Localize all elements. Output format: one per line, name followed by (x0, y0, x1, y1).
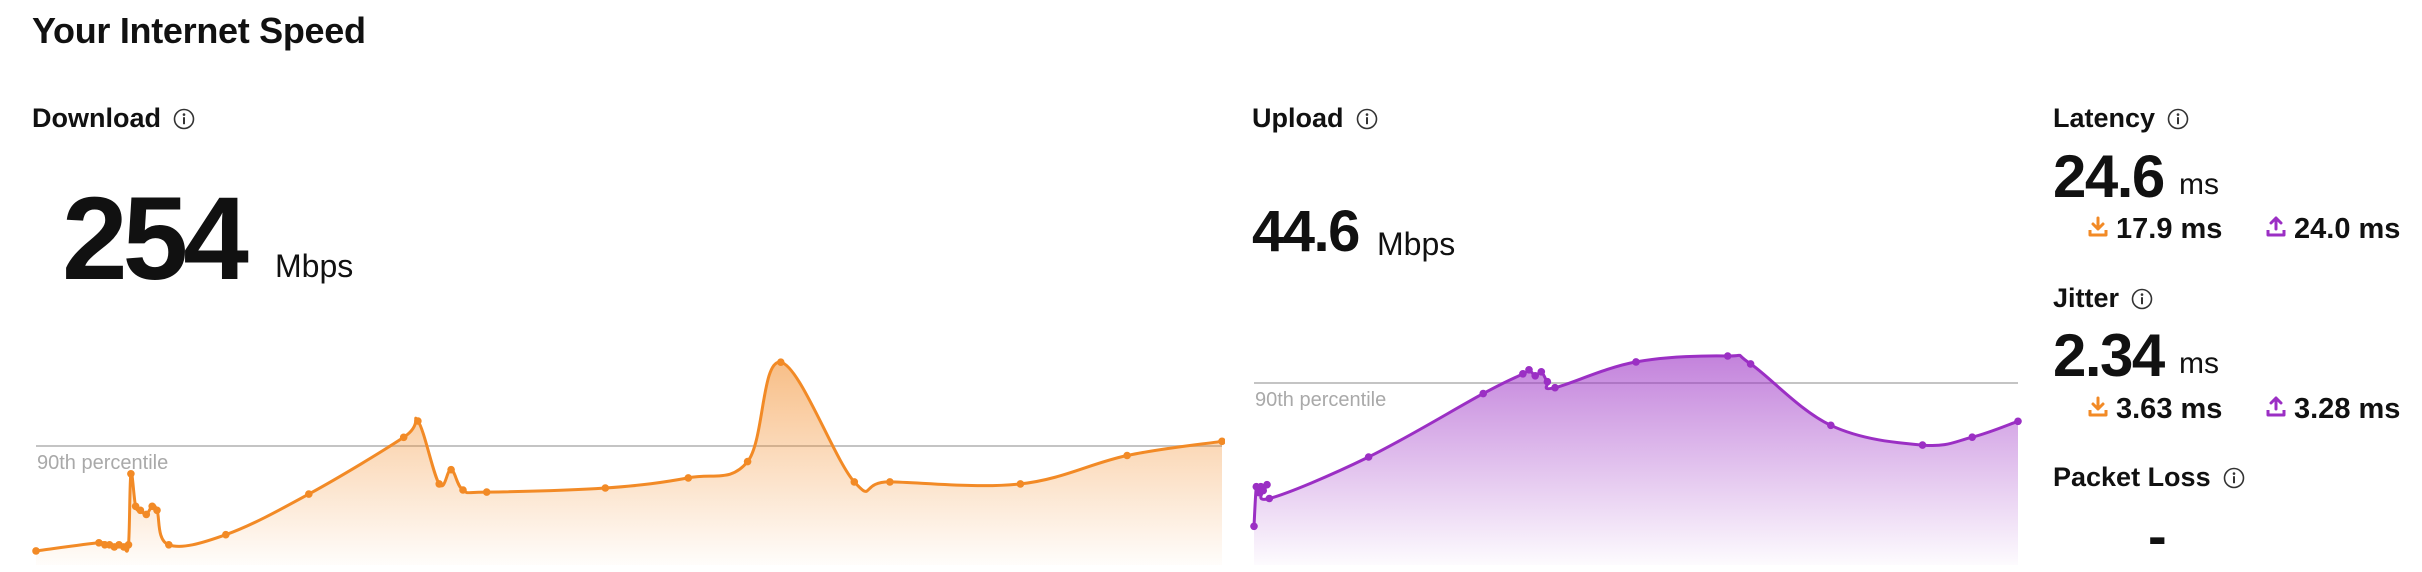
download-label: Download (32, 103, 161, 133)
page-title: Your Internet Speed (32, 10, 366, 51)
upload-area (1254, 355, 2018, 565)
download-point-14 (165, 541, 173, 549)
upload-chart: 90th percentile (1250, 352, 2022, 565)
download-point-28 (886, 478, 894, 486)
download-point-31 (1218, 437, 1225, 446)
info-icon[interactable] (2131, 288, 2153, 310)
download-point-23 (601, 484, 610, 492)
upload-point-7 (1364, 453, 1373, 461)
upload-percentile-label: 90th percentile (1255, 389, 1386, 411)
jitter-upload-value: 3.28 ms (2294, 393, 2401, 425)
packet-loss-value: - (2148, 504, 2167, 567)
download-point-0 (32, 547, 40, 555)
latency-value: 24.6 (2053, 143, 2165, 210)
upload-point-16 (1723, 352, 1732, 360)
info-icon[interactable] (2167, 108, 2189, 130)
upload-point-18 (1827, 421, 1835, 430)
download-points (32, 358, 1225, 555)
info-icon[interactable] (2223, 467, 2245, 489)
download-point-13 (153, 506, 161, 515)
download-section-label: Download (32, 103, 195, 134)
jitter-label: Jitter (2053, 283, 2120, 313)
upload-point-6 (1265, 494, 1274, 503)
download-point-1 (95, 539, 103, 547)
download-chart: 90th percentile (32, 358, 1225, 565)
download-point-15 (222, 530, 230, 539)
download-point-20 (447, 465, 455, 474)
jitter-download-value: 3.63 ms (2116, 393, 2223, 425)
download-point-18 (414, 417, 422, 425)
download-value: 254 (62, 173, 249, 305)
upload-point-9 (1519, 370, 1527, 378)
upload-points (1250, 352, 2022, 531)
upload-value: 44.6 (1252, 199, 1360, 264)
info-icon[interactable] (173, 108, 195, 130)
upload-point-4 (1259, 486, 1267, 495)
download-point-27 (850, 478, 859, 486)
packet-loss-label: Packet Loss (2053, 462, 2211, 492)
upload-arrow-icon (2266, 393, 2286, 426)
download-arrow-icon (2088, 213, 2108, 246)
jitter-value: 2.34 (2053, 322, 2165, 389)
download-point-17 (399, 433, 408, 442)
download-point-24 (684, 474, 693, 482)
upload-point-15 (1632, 358, 1640, 366)
download-point-29 (1016, 480, 1025, 488)
jitter-unit: ms (2179, 347, 2219, 380)
download-percentile-label: 90th percentile (37, 452, 168, 474)
upload-section-label: Upload (1252, 103, 1378, 134)
upload-point-12 (1537, 368, 1546, 376)
jitter-upload-metric: 3.28 ms (2266, 393, 2400, 426)
jitter-download-metric: 3.63 ms (2088, 393, 2222, 426)
download-point-7 (124, 541, 133, 549)
latency-section-label: Latency (2053, 103, 2189, 134)
download-unit: Mbps (275, 248, 354, 284)
download-point-22 (482, 488, 491, 496)
upload-point-5 (1263, 480, 1271, 489)
download-point-21 (459, 486, 467, 494)
download-arrow-icon (2088, 393, 2108, 426)
download-point-19 (435, 480, 444, 488)
upload-arrow-icon (2266, 213, 2286, 246)
upload-label: Upload (1252, 103, 1344, 133)
upload-point-20 (1968, 433, 1976, 441)
download-point-26 (777, 358, 785, 366)
upload-point-17 (1746, 360, 1755, 368)
download-point-30 (1123, 451, 1131, 460)
download-point-16 (305, 490, 313, 498)
latency-upload-value: 24.0 ms (2294, 213, 2401, 245)
latency-download-value: 17.9 ms (2116, 213, 2223, 245)
upload-point-0 (1250, 522, 1258, 531)
latency-download-metric: 17.9 ms (2088, 213, 2222, 246)
latency-upload-metric: 24.0 ms (2266, 213, 2400, 246)
packet-loss-section-label: Packet Loss (2053, 462, 2245, 493)
jitter-section-label: Jitter (2053, 283, 2153, 314)
upload-point-19 (1918, 441, 1927, 449)
upload-point-11 (1531, 372, 1539, 380)
upload-unit: Mbps (1377, 226, 1456, 262)
upload-point-10 (1525, 366, 1533, 374)
info-icon[interactable] (1356, 108, 1378, 130)
upload-point-21 (2014, 417, 2022, 426)
download-point-8 (127, 470, 135, 478)
download-point-25 (743, 457, 752, 466)
latency-unit: ms (2179, 168, 2219, 201)
upload-point-13 (1543, 377, 1552, 386)
upload-point-8 (1479, 389, 1487, 398)
upload-point-14 (1551, 383, 1559, 392)
download-point-10 (136, 506, 145, 515)
download-point-11 (142, 510, 151, 519)
download-area (36, 362, 1222, 565)
latency-label: Latency (2053, 103, 2156, 133)
